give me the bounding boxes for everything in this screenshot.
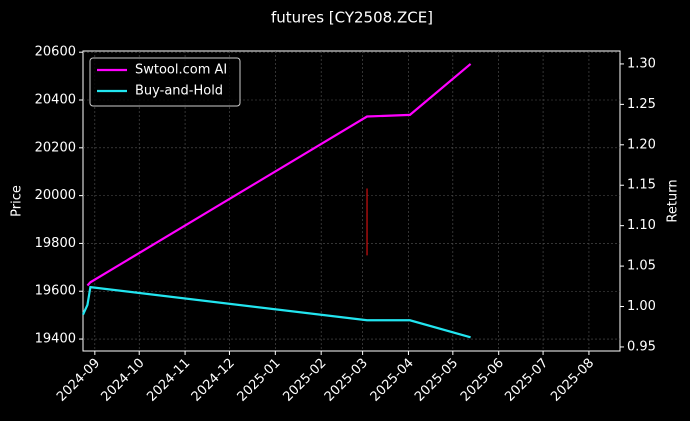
legend-box xyxy=(89,57,241,107)
x-tick-label: 2025-03 xyxy=(322,356,371,405)
y-tick-label: 20600 xyxy=(35,45,76,60)
series-line xyxy=(81,285,471,339)
y-axis-label: Price xyxy=(10,185,25,217)
legend-label: Buy-and-Hold xyxy=(135,84,223,99)
series-line xyxy=(86,63,472,287)
x-tick-label: 2025-06 xyxy=(458,356,507,405)
y2-tick-label: 1.25 xyxy=(627,97,656,112)
y2-tick-label: 1.20 xyxy=(627,137,656,152)
y2-tick-label: 1.30 xyxy=(627,56,656,71)
x-tick-label: 2025-01 xyxy=(235,356,284,405)
y2-tick-label: 1.05 xyxy=(627,259,656,274)
legend-label: Swtool.com AI xyxy=(135,63,227,78)
x-tick-label: 2024-11 xyxy=(144,356,193,405)
x-tick-label: 2025-08 xyxy=(548,356,597,405)
y-tick-label: 19400 xyxy=(35,332,76,347)
x-tick-label: 2024-09 xyxy=(54,356,103,405)
plot-frame xyxy=(82,50,621,352)
y-tick-label: 20000 xyxy=(35,188,76,203)
y2-axis-label: Return xyxy=(666,179,681,222)
y2-tick-label: 0.95 xyxy=(627,339,656,354)
x-tick-label: 2025-07 xyxy=(502,356,551,405)
y2-tick-label: 1.00 xyxy=(627,299,656,314)
y2-tick-label: 1.10 xyxy=(627,218,656,233)
x-tick-label: 2025-02 xyxy=(280,356,329,405)
y-tick-label: 20400 xyxy=(35,93,76,108)
x-tick-label: 2024-10 xyxy=(98,356,147,405)
y-tick-label: 20200 xyxy=(35,140,76,155)
y-tick-label: 19600 xyxy=(35,284,76,299)
x-tick-label: 2025-04 xyxy=(368,356,417,405)
x-tick-label: 2024-12 xyxy=(189,356,238,405)
chart-title: futures [CY2508.ZCE] xyxy=(271,9,433,27)
y2-tick-label: 1.15 xyxy=(627,178,656,193)
x-tick-label: 2025-05 xyxy=(412,356,461,405)
y-tick-label: 19800 xyxy=(35,236,76,251)
